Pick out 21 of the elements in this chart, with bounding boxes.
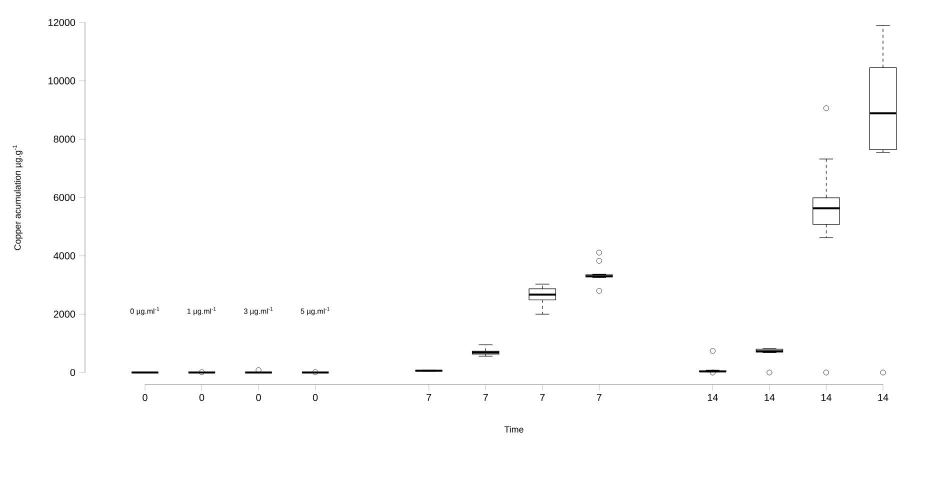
y-tick-label: 8000 <box>54 136 76 143</box>
y-tick-label: 4000 <box>54 252 76 260</box>
x-tick-label: 14 <box>708 394 718 401</box>
x-tick-label: 14 <box>878 394 888 401</box>
x-tick-label: 7 <box>426 394 432 401</box>
x-tick-label: 0 <box>256 394 261 402</box>
x-axis-title: Time <box>504 426 524 433</box>
y-axis-title: Copper acumulation µg.g$^{-1}$ <box>12 145 22 250</box>
y-tick-label: 10000 <box>48 77 76 84</box>
y-tick-label: 12000 <box>48 18 76 26</box>
x-tick-label: 0 <box>312 394 318 402</box>
x-tick-label: 0 <box>199 394 204 402</box>
y-tick-label: 6000 <box>54 194 76 202</box>
y-tick-label: 0 <box>70 368 76 376</box>
x-tick-label: 7 <box>483 394 488 401</box>
x-tick-label: 14 <box>764 394 775 401</box>
y-tick-label: 2000 <box>54 310 76 318</box>
x-tick-label: 0 <box>142 394 148 402</box>
x-tick-label: 14 <box>821 394 832 401</box>
x-tick-label: 7 <box>540 394 545 401</box>
x-tick-label: 7 <box>596 394 602 401</box>
